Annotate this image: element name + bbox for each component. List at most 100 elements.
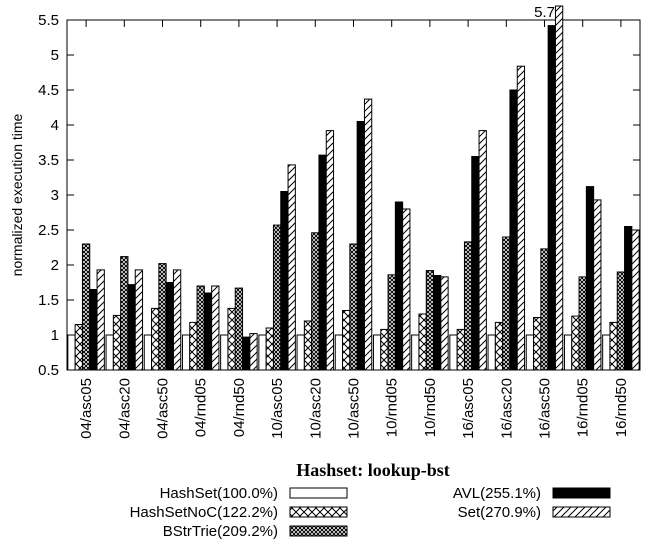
y-tick-label: 1: [51, 327, 59, 344]
bar: [203, 292, 213, 371]
bar: [356, 121, 365, 371]
x-tick-label: 16/rnd05: [575, 378, 592, 437]
x-tick-label: 16/asc50: [537, 378, 554, 439]
bar: [211, 285, 220, 371]
legend-label: BStrTrie(209.2%): [163, 523, 278, 540]
bar: [120, 256, 129, 371]
bar: [425, 270, 435, 371]
bar: [456, 328, 465, 371]
bar: [380, 328, 389, 371]
bar: [74, 324, 83, 371]
bar: [624, 226, 633, 371]
bar: [181, 334, 191, 371]
bar: [143, 334, 153, 371]
bar: [449, 334, 458, 371]
x-tick-label: 10/asc05: [269, 378, 286, 439]
legend-swatch: [289, 506, 348, 518]
bar: [303, 320, 313, 371]
bar: [525, 334, 535, 371]
legend-swatch: [552, 487, 611, 499]
bar: [411, 334, 420, 371]
data-label: 5.7: [534, 4, 555, 21]
x-tick-label: 10/asc50: [346, 378, 363, 439]
bar: [554, 5, 564, 371]
bar: [616, 271, 626, 371]
bar: [196, 285, 205, 371]
bar: [394, 201, 404, 371]
bar: [478, 130, 487, 371]
bar: [487, 334, 496, 371]
legend-label: AVL(255.1%): [453, 485, 541, 502]
bar: [349, 243, 358, 371]
y-tick-label: 3.5: [38, 152, 59, 169]
bar: [402, 208, 411, 371]
y-tick-label: 5.5: [38, 12, 59, 29]
y-axis-label: normalized execution time: [9, 113, 25, 276]
bar: [242, 336, 251, 371]
bar: [363, 98, 373, 371]
bar: [96, 269, 105, 371]
x-tick-label: 04/asc20: [116, 378, 133, 439]
bar: [494, 321, 504, 371]
legend-swatch: [289, 525, 348, 537]
bar: [516, 65, 526, 371]
y-tick-label: 3: [51, 187, 59, 204]
bar: [471, 156, 480, 371]
bar: [265, 327, 274, 371]
y-tick-label: 4: [51, 117, 59, 134]
bar: [258, 334, 267, 371]
bars: [67, 5, 640, 371]
bar: [296, 334, 305, 371]
bar: [563, 334, 573, 371]
bar: [249, 333, 258, 371]
bar: [89, 289, 98, 371]
bar: [463, 241, 473, 371]
bar: [325, 130, 335, 371]
bar: [372, 334, 382, 371]
bar: [440, 276, 449, 371]
x-tick-label: 04/rnd50: [231, 378, 248, 437]
y-tick-label: 2: [51, 257, 59, 274]
bar: [287, 164, 296, 371]
legend-label: Set(270.9%): [458, 504, 541, 521]
axis-labels: 0.5 1 1.5 2 2.5 3 3.5 4 4.5 5 5.5 04/asc05 04/asc20 0…: [38, 4, 630, 439]
y-tick-label: 5: [51, 47, 59, 64]
bar: [547, 25, 556, 371]
bar: [67, 334, 76, 371]
y-tick-label: 1.5: [38, 292, 59, 309]
legend: HashSet(100.0%) HashSetNoC(122.2%) BStrTri…: [130, 485, 611, 540]
bar: [540, 248, 549, 371]
y-tick-label: 2.5: [38, 222, 59, 239]
bar: [318, 154, 327, 371]
bar: [631, 229, 640, 371]
x-tick-label: 04/asc05: [78, 378, 95, 439]
bar: [127, 284, 136, 371]
bar: [578, 276, 587, 371]
bar: [105, 334, 114, 371]
bar: [433, 275, 442, 371]
bar: [533, 317, 542, 371]
bar: [272, 224, 282, 371]
legend-swatch: [552, 506, 611, 518]
bar: [280, 191, 289, 371]
bar: [134, 269, 144, 371]
bar: [220, 334, 229, 371]
bar: [593, 199, 602, 371]
x-tick-label: 16/rnd50: [613, 378, 630, 437]
bar: [509, 89, 518, 371]
bar: [609, 321, 618, 371]
bar: [112, 314, 122, 371]
x-tick-label: 04/asc50: [155, 378, 172, 439]
bar: [234, 287, 244, 371]
chart-title: Hashset: lookup-bst: [296, 460, 450, 480]
bar: [81, 243, 91, 371]
legend-label: HashSetNoC(122.2%): [130, 504, 278, 521]
bar: [585, 186, 595, 371]
x-tick-label: 16/asc05: [460, 378, 477, 439]
x-tick-label: 10/rnd05: [384, 378, 401, 437]
x-tick-label: 04/rnd05: [193, 378, 210, 437]
bar: [189, 321, 198, 371]
x-tick-label: 10/rnd50: [422, 378, 439, 437]
bar: [602, 334, 611, 371]
bar: [387, 274, 396, 371]
